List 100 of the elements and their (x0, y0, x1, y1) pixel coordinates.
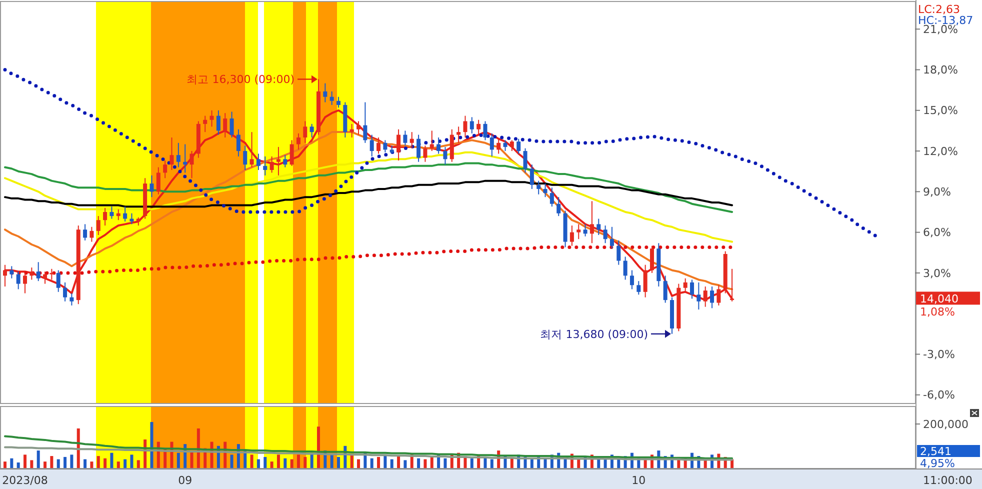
candlestick (310, 123, 314, 138)
bar (84, 459, 87, 468)
candlestick (150, 174, 154, 198)
text: LC:2,63 (918, 2, 960, 16)
candlestick (523, 148, 528, 174)
bar (10, 458, 14, 468)
bar (130, 454, 134, 468)
candlestick (163, 160, 168, 179)
candlestick (490, 132, 494, 157)
candlestick (336, 96, 340, 108)
y-tick-label: 15,0% (923, 104, 958, 118)
candlestick (396, 128, 401, 162)
text: HC:-13,87 (918, 14, 974, 27)
candlestick (10, 266, 14, 279)
candlestick (176, 142, 180, 168)
bar (424, 459, 427, 468)
bar (296, 454, 300, 468)
candlestick (610, 226, 614, 250)
candlestick (516, 138, 521, 154)
bar (36, 450, 40, 468)
y-tick-label: 18,0% (923, 64, 958, 77)
candlestick (570, 225, 574, 246)
bar (70, 454, 74, 468)
bar (124, 459, 127, 468)
candlestick (83, 224, 88, 241)
candlestick (696, 282, 701, 310)
candlestick (283, 154, 288, 168)
candlestick (303, 120, 308, 144)
x-tick-label: 09 (178, 474, 192, 487)
bar (530, 459, 534, 468)
candlestick (50, 268, 54, 280)
candlestick (190, 150, 194, 179)
y-tick-label: -6,0% (923, 388, 955, 402)
bar (116, 462, 120, 468)
candlestick (483, 120, 488, 141)
bar (4, 462, 6, 468)
bar (196, 428, 200, 468)
y-tick-label: 3,0% (923, 266, 951, 280)
candlestick (530, 164, 534, 190)
bar (490, 459, 494, 468)
candlestick (510, 140, 514, 152)
candlestick (236, 128, 240, 157)
candlestick (350, 123, 354, 138)
bar (444, 458, 447, 468)
text: 11:00:00 (923, 474, 972, 487)
candlestick (243, 145, 248, 170)
bar (24, 454, 27, 468)
bar (350, 454, 354, 468)
candlestick (203, 115, 208, 133)
bar (470, 458, 474, 468)
candlestick (370, 134, 374, 157)
bar (304, 456, 307, 468)
bar (284, 458, 287, 468)
candlestick (156, 166, 160, 195)
candlestick (70, 292, 74, 306)
candlestick (576, 224, 581, 240)
bar (136, 460, 140, 468)
candlestick (356, 120, 361, 136)
candlestick (710, 286, 714, 309)
candlestick (36, 262, 40, 282)
candlestick (90, 226, 94, 242)
candlestick (256, 153, 260, 170)
candlestick (630, 270, 634, 290)
candlestick (683, 278, 688, 292)
candlestick (270, 156, 274, 174)
text: 4,95% (920, 456, 955, 470)
bar (150, 422, 154, 468)
text: 2,541 (920, 444, 952, 458)
candlestick (430, 130, 434, 152)
candlestick (623, 256, 628, 280)
bar (56, 459, 60, 468)
candlestick (230, 111, 234, 138)
candlestick (210, 110, 214, 128)
candlestick (643, 264, 648, 298)
candlestick (536, 180, 541, 195)
candlestick (223, 112, 228, 138)
bar (264, 456, 267, 468)
candlestick (296, 132, 300, 150)
bar (276, 454, 280, 468)
bar (404, 460, 407, 468)
candlestick (496, 138, 501, 154)
candlestick (130, 212, 134, 225)
bar (76, 428, 80, 468)
bar (357, 459, 360, 468)
bar (16, 462, 20, 468)
bar (176, 452, 180, 468)
bar (44, 462, 47, 468)
bar (30, 460, 34, 468)
bar (270, 462, 274, 468)
candlestick (290, 140, 294, 166)
candlestick (216, 110, 220, 136)
candlestick (416, 134, 421, 162)
candlestick (103, 207, 108, 226)
bar (90, 462, 94, 468)
candlestick (456, 126, 461, 144)
candlestick (436, 136, 441, 154)
text: 200,000 (923, 418, 968, 431)
candlestick (30, 267, 34, 280)
bar (430, 456, 434, 468)
candlestick (423, 145, 428, 162)
